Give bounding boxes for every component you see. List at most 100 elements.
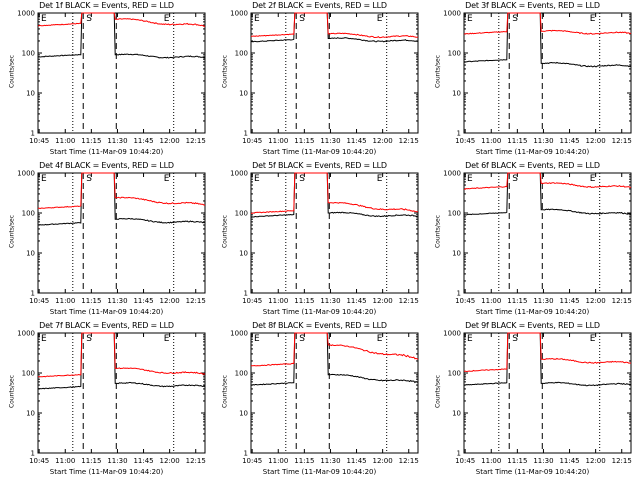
y-tick-label: 100	[235, 50, 248, 58]
x-axis-label: Start Time (11-Mar-09 10:44:20)	[262, 468, 377, 476]
x-tick-label: 11:45	[346, 137, 366, 145]
time-marker-label: S	[86, 334, 92, 344]
x-tick-label: 10:45	[242, 137, 262, 145]
y-tick-label: 1	[457, 130, 461, 138]
time-marker-label: S	[86, 14, 92, 24]
x-axis-label: Start Time (11-Mar-09 10:44:20)	[475, 308, 590, 316]
y-tick-label: 1	[244, 130, 248, 138]
y-tick-label: 1000	[230, 170, 248, 178]
y-tick-label: 1000	[443, 170, 461, 178]
time-marker-label: E	[164, 174, 170, 184]
y-tick-label: 1	[457, 290, 461, 298]
x-axis-label: Start Time (11-Mar-09 10:44:20)	[262, 148, 377, 156]
x-tick-label: 12:00	[586, 137, 606, 145]
x-tick-label: 10:45	[29, 297, 49, 305]
plot-area: 1 10 100 1000 10:45 11:00 11:15 11:30 11:45 12:00…	[443, 170, 632, 306]
time-marker-label: E	[377, 334, 383, 344]
x-tick-label: 11:15	[81, 137, 101, 145]
plot-frame	[250, 172, 419, 294]
series-line	[463, 12, 632, 35]
y-tick-label: 100	[235, 370, 248, 378]
x-tick-label: 12:00	[160, 137, 180, 145]
y-tick-label: 100	[22, 210, 35, 218]
x-tick-label: 12:00	[373, 297, 393, 305]
plot-frame	[463, 172, 632, 294]
x-tick-label: 11:15	[81, 457, 101, 465]
x-tick-label: 11:15	[294, 457, 314, 465]
x-tick-label: 11:00	[481, 297, 501, 305]
x-tick-label: 11:45	[346, 457, 366, 465]
series-line	[463, 172, 632, 216]
x-tick-label: 11:15	[294, 297, 314, 305]
y-tick-label: 10	[26, 90, 35, 98]
time-marker-label: E	[41, 174, 47, 184]
plot-area: 1 10 100 1000 10:45 11:00 11:15 11:30 11:45 12:00…	[443, 10, 632, 146]
y-tick-label: 100	[448, 50, 461, 58]
y-tick-label: 10	[26, 250, 35, 258]
panel-title: Det 5f BLACK = Events, RED = LLD	[252, 161, 387, 170]
y-tick-label: 1000	[443, 330, 461, 338]
panel-title: Det 3f BLACK = Events, RED = LLD	[465, 1, 600, 10]
series-line	[463, 12, 632, 68]
y-tick-label: 1	[31, 450, 35, 458]
series-line	[37, 332, 206, 378]
time-marker-label: E	[41, 334, 47, 344]
x-tick-label: 11:15	[294, 137, 314, 145]
panel-title: Det 9f BLACK = Events, RED = LLD	[465, 321, 600, 330]
x-tick-label: 11:15	[507, 297, 527, 305]
panel-title: Det 4f BLACK = Events, RED = LLD	[39, 161, 174, 170]
detector-panel: Det 9f BLACK = Events, RED = LLD Counts/s…	[426, 320, 639, 480]
series-line	[250, 12, 419, 43]
x-axis-label: Start Time (11-Mar-09 10:44:20)	[49, 468, 164, 476]
x-tick-label: 12:00	[160, 297, 180, 305]
time-marker-label: E	[164, 14, 170, 24]
series-line	[250, 332, 419, 386]
plot-area: 1 10 100 1000 10:45 11:00 11:15 11:30 11:45 12:00…	[17, 170, 206, 306]
y-tick-label: 1	[31, 130, 35, 138]
time-marker-label: E	[254, 14, 260, 24]
x-tick-label: 11:45	[133, 137, 153, 145]
x-tick-label: 11:45	[133, 457, 153, 465]
x-tick-label: 12:15	[612, 137, 632, 145]
series-line	[250, 12, 419, 39]
x-tick-label: 11:00	[481, 137, 501, 145]
y-tick-label: 1000	[17, 330, 35, 338]
y-tick-label: 10	[239, 250, 248, 258]
detector-panel: Det 6f BLACK = Events, RED = LLD Counts/s…	[426, 160, 639, 320]
series-line	[250, 172, 419, 218]
x-tick-label: 11:45	[559, 457, 579, 465]
x-axis-label: Start Time (11-Mar-09 10:44:20)	[475, 468, 590, 476]
panel-title: Det 2f BLACK = Events, RED = LLD	[252, 1, 387, 10]
x-tick-label: 12:15	[399, 297, 419, 305]
series-line	[251, 332, 419, 367]
panel-title: Det 1f BLACK = Events, RED = LLD	[39, 1, 174, 10]
x-tick-label: 11:30	[107, 137, 127, 145]
time-marker-label: S	[299, 334, 305, 344]
plot-frame	[37, 12, 206, 134]
x-tick-label: 10:45	[242, 297, 262, 305]
y-tick-label: 10	[452, 250, 461, 258]
x-axis-label: Start Time (11-Mar-09 10:44:20)	[475, 148, 590, 156]
x-tick-label: 11:00	[268, 297, 288, 305]
x-tick-label: 12:00	[160, 457, 180, 465]
y-tick-label: 1000	[230, 330, 248, 338]
time-marker-label: S	[512, 174, 518, 184]
x-tick-label: 11:15	[507, 457, 527, 465]
x-tick-label: 10:45	[455, 297, 475, 305]
plot-area: 1 10 100 1000 10:45 11:00 11:15 11:30 11:45 12:00…	[17, 10, 206, 146]
x-axis-label: Start Time (11-Mar-09 10:44:20)	[262, 308, 377, 316]
y-tick-label: 10	[452, 90, 461, 98]
x-tick-label: 12:15	[186, 457, 206, 465]
x-tick-label: 11:30	[533, 297, 553, 305]
panel-title: Det 6f BLACK = Events, RED = LLD	[465, 161, 600, 170]
x-tick-label: 11:30	[107, 457, 127, 465]
time-marker-label: S	[512, 14, 518, 24]
series-line	[37, 12, 206, 59]
x-axis-label: Start Time (11-Mar-09 10:44:20)	[49, 308, 164, 316]
time-marker-label: S	[299, 174, 305, 184]
x-tick-label: 12:00	[373, 457, 393, 465]
plot-frame	[37, 332, 206, 454]
series-line	[464, 172, 632, 190]
x-tick-label: 11:00	[55, 457, 75, 465]
plot-frame	[463, 12, 632, 134]
